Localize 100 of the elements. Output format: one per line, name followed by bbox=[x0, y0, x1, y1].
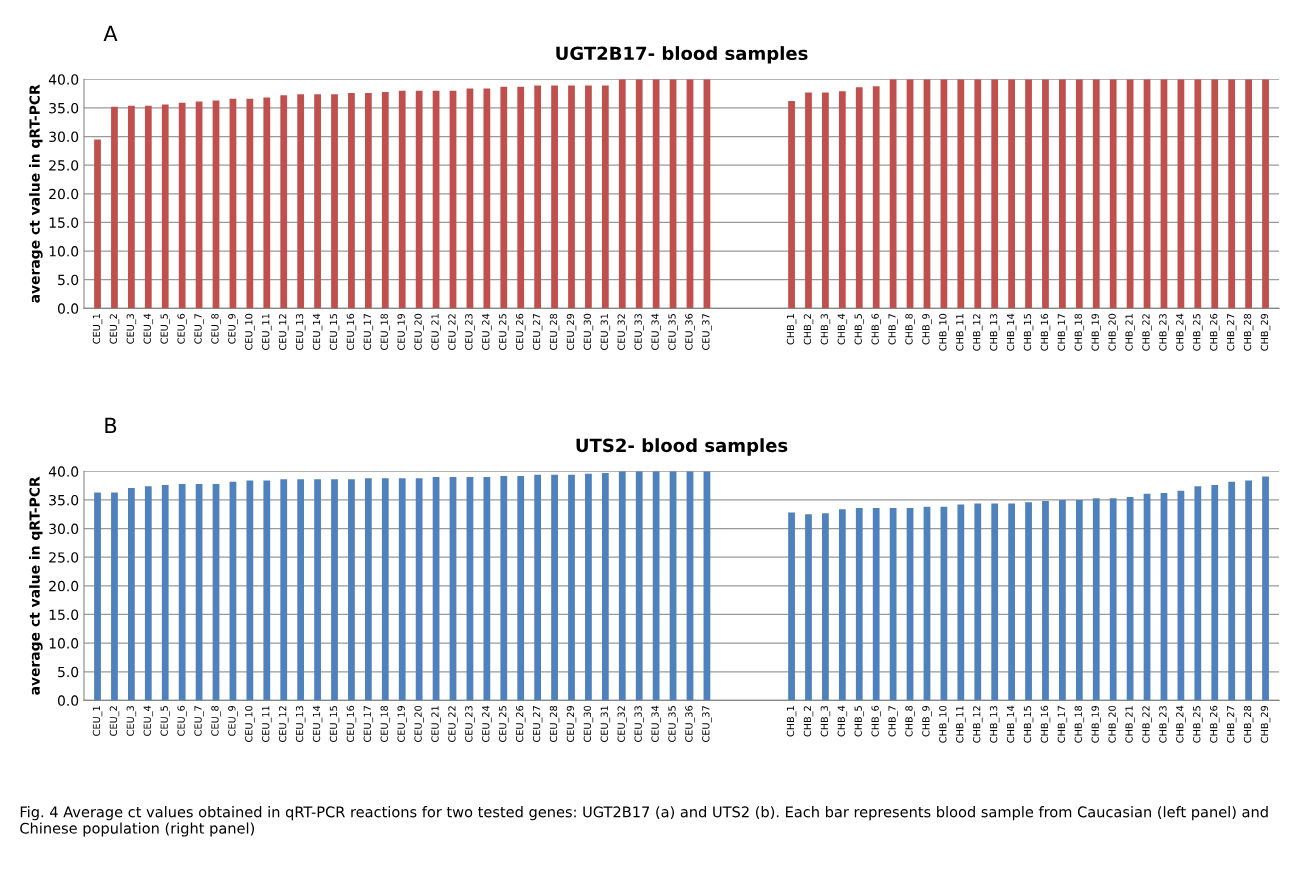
x-tick-label: CEU_1 bbox=[92, 706, 103, 736]
x-tick-label: CHB_10 bbox=[939, 313, 949, 351]
bar bbox=[263, 97, 271, 309]
x-tick-label: CEU_8 bbox=[211, 313, 221, 344]
bar bbox=[889, 79, 897, 309]
x-tick-label: CEU_10 bbox=[245, 705, 255, 742]
x-tick-label: CEU_29 bbox=[566, 705, 577, 742]
x-tick-label: CEU_36 bbox=[685, 705, 695, 742]
bar bbox=[957, 504, 965, 701]
x-tick-label: CEU_15 bbox=[329, 706, 340, 742]
x-tick-label: CEU_16 bbox=[346, 313, 357, 350]
x-tick-label: CHB_23 bbox=[1159, 313, 1169, 351]
y-tick-label: 15.0 bbox=[49, 609, 79, 620]
x-tick-label: CEU_4 bbox=[143, 313, 154, 344]
bar bbox=[127, 487, 135, 701]
bar bbox=[1109, 498, 1117, 701]
x-tick-label: CHB_26 bbox=[1210, 705, 1220, 743]
x-tick-label: CHB_21 bbox=[1125, 314, 1135, 351]
bar bbox=[415, 478, 423, 701]
bar bbox=[398, 478, 406, 701]
bar bbox=[601, 473, 609, 701]
bar bbox=[1228, 481, 1236, 701]
x-tick-label: CEU_7 bbox=[194, 314, 204, 344]
x-tick-label: CHB_7 bbox=[888, 314, 898, 345]
bar bbox=[314, 94, 321, 309]
bar bbox=[161, 485, 169, 701]
x-tick-label: CEU_27 bbox=[532, 706, 543, 742]
x-tick-label: CHB_27 bbox=[1226, 706, 1237, 743]
x-tick-label: CHB_8 bbox=[905, 313, 915, 345]
x-tick-label: CEU_32 bbox=[617, 314, 628, 350]
bar bbox=[585, 85, 592, 309]
bar bbox=[788, 101, 795, 309]
bar bbox=[652, 79, 660, 309]
bar bbox=[1109, 79, 1117, 309]
bar bbox=[398, 90, 406, 309]
bar bbox=[551, 85, 558, 309]
bar bbox=[1025, 502, 1032, 701]
x-tick-label: CHB_20 bbox=[1108, 705, 1118, 743]
x-tick-label: CEU_5 bbox=[160, 706, 170, 736]
x-tick-label: CHB_27 bbox=[1226, 314, 1237, 351]
bar bbox=[483, 477, 491, 701]
x-tick-label: CHB_21 bbox=[1125, 706, 1135, 743]
y-tick-label: 20.0 bbox=[49, 580, 79, 592]
x-tick-label: CHB_17 bbox=[1057, 706, 1068, 743]
x-tick-label: CEU_37 bbox=[702, 314, 712, 350]
bar bbox=[1245, 480, 1252, 701]
x-tick-label: CEU_6 bbox=[177, 705, 187, 736]
bar bbox=[94, 139, 101, 309]
x-tick-label: CEU_5 bbox=[160, 314, 170, 344]
bar bbox=[1126, 79, 1134, 309]
bar bbox=[838, 91, 846, 309]
bar bbox=[1262, 476, 1269, 701]
y-tick-label: 40.0 bbox=[48, 466, 79, 477]
bar bbox=[788, 512, 795, 701]
x-tick-label: CEU_32 bbox=[617, 706, 628, 742]
bar bbox=[111, 106, 118, 309]
bar bbox=[1194, 486, 1202, 701]
x-tick-label: CEU_30 bbox=[583, 313, 594, 350]
x-tick-label: CHB_16 bbox=[1040, 705, 1051, 743]
x-tick-label: CEU_18 bbox=[380, 705, 391, 742]
bar bbox=[855, 87, 863, 309]
bar bbox=[1042, 501, 1049, 701]
bar bbox=[1211, 485, 1219, 701]
y-tick-label: 0.0 bbox=[57, 695, 79, 706]
y-tick-label: 5.0 bbox=[58, 666, 79, 678]
x-tick-label: CHB_10 bbox=[939, 705, 949, 743]
bar bbox=[161, 104, 169, 309]
x-tick-label: CEU_9 bbox=[228, 705, 238, 736]
bar bbox=[246, 98, 254, 309]
x-tick-label: CEU_37 bbox=[702, 706, 712, 742]
bar bbox=[585, 473, 592, 701]
bar bbox=[635, 471, 643, 701]
chart-title: UGT2B17- blood samples bbox=[556, 46, 808, 64]
bar bbox=[1042, 79, 1049, 309]
bar bbox=[568, 85, 575, 309]
bar bbox=[178, 483, 186, 701]
bar bbox=[838, 509, 846, 701]
x-tick-label: CEU_30 bbox=[583, 705, 594, 742]
bar bbox=[297, 479, 305, 701]
bar bbox=[618, 79, 626, 309]
bar bbox=[500, 86, 508, 309]
bar bbox=[1075, 499, 1083, 701]
bar bbox=[1075, 79, 1083, 309]
x-tick-label: CHB_7 bbox=[888, 706, 898, 737]
x-tick-label: CHB_2 bbox=[803, 314, 814, 345]
x-tick-label: CEU_18 bbox=[380, 313, 391, 350]
bar bbox=[297, 94, 305, 309]
bar bbox=[331, 94, 338, 309]
bar bbox=[568, 474, 575, 701]
bar bbox=[483, 88, 491, 309]
bar bbox=[991, 503, 999, 701]
x-tick-label: CEU_28 bbox=[549, 705, 560, 742]
y-axis-title: average ct value in qRT-PCR bbox=[29, 84, 43, 303]
bar bbox=[805, 92, 812, 309]
x-tick-label: CEU_17 bbox=[363, 314, 374, 350]
x-tick-label: CHB_16 bbox=[1040, 313, 1051, 351]
x-tick-label: CEU_28 bbox=[549, 313, 560, 350]
x-tick-label: CEU_27 bbox=[532, 314, 543, 350]
y-tick-label: 35.0 bbox=[49, 102, 79, 114]
x-tick-label: CHB_6 bbox=[871, 313, 881, 345]
